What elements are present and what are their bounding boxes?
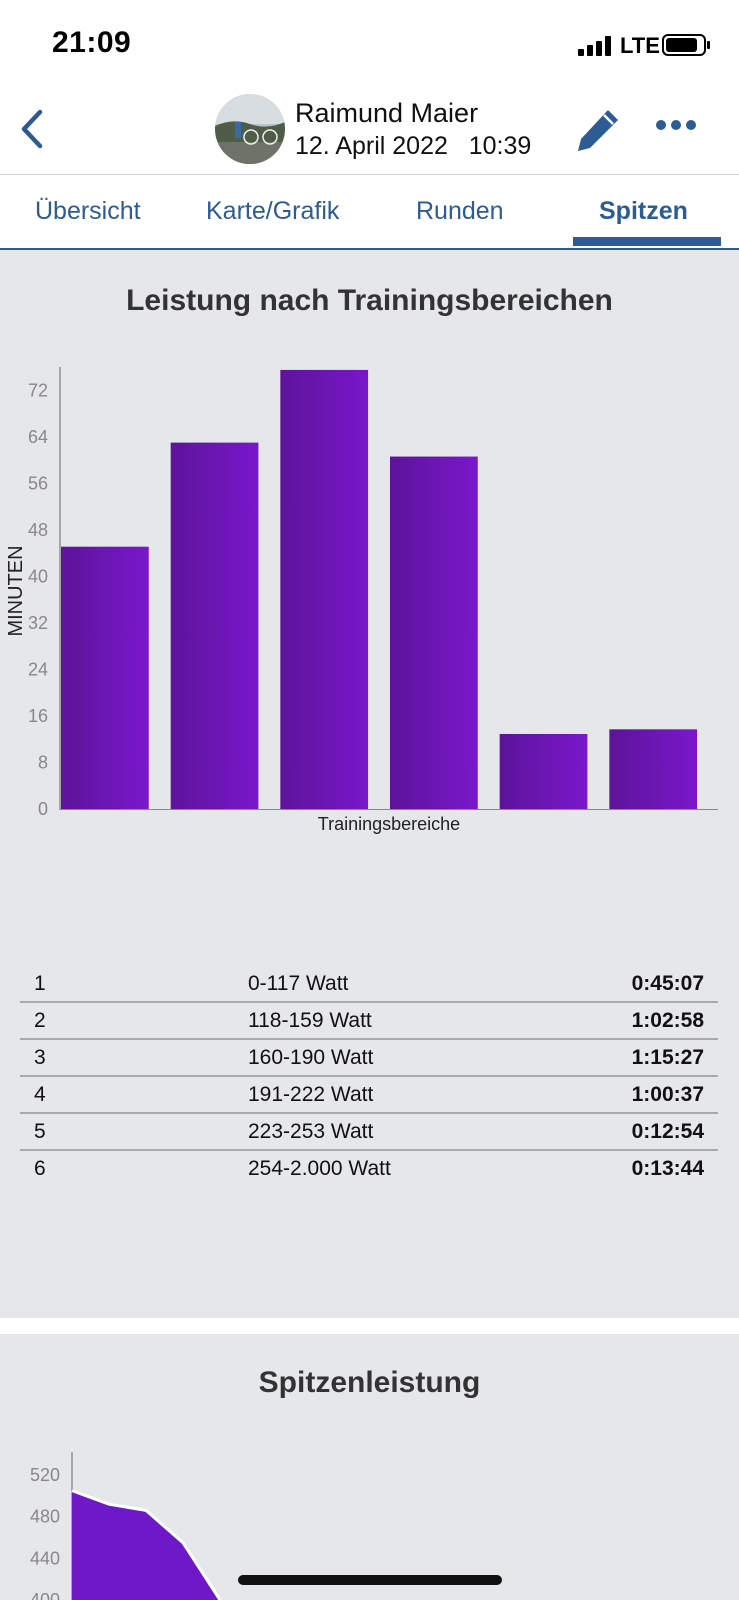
- zones-bar-chart: 0 8 16 24 32 40 48 56 64 72 MINUTEN Trainingsbere…: [5, 367, 718, 834]
- zone-range: 223-253 Watt: [248, 1120, 374, 1143]
- zone-number: 4: [34, 1083, 46, 1106]
- athlete-name: Raimund Maier: [295, 98, 479, 128]
- tab-spitzen[interactable]: Spitzen: [599, 197, 688, 225]
- y-tick-label: 440: [30, 1548, 60, 1568]
- zone-row: 2 118-159 Watt 1:02:58: [20, 1003, 718, 1040]
- y-tick-label: 64: [28, 427, 48, 447]
- y-tick-label: 520: [30, 1465, 60, 1485]
- y-tick-label: 480: [30, 1507, 60, 1527]
- zone-duration: 0:45:07: [631, 972, 704, 995]
- active-tab-indicator: [573, 237, 721, 246]
- zone-row: 5 223-253 Watt 0:12:54: [20, 1114, 718, 1151]
- zones-table: 1 0-117 Watt 0:45:07 2 118-159 Watt 1:02…: [20, 966, 718, 1186]
- y-tick-label: 400: [30, 1590, 60, 1600]
- peak-power-area-chart: 400 440 480 520: [30, 1452, 222, 1600]
- y-tick-label: 32: [28, 613, 48, 633]
- zone-number: 5: [34, 1120, 46, 1143]
- zone-bar-1: [61, 546, 149, 809]
- zone-number: 6: [34, 1157, 46, 1180]
- activity-header: Raimund Maier 12. April 2022 10:39: [0, 90, 739, 175]
- section-divider: [0, 1318, 739, 1334]
- network-type: LTE: [620, 33, 660, 58]
- y-tick-label: 16: [28, 706, 48, 726]
- status-time: 21:09: [52, 26, 132, 59]
- zone-range: 0-117 Watt: [248, 972, 349, 995]
- zone-number: 2: [34, 1009, 46, 1032]
- zone-number: 3: [34, 1046, 46, 1069]
- y-tick-label: 56: [28, 473, 48, 493]
- activity-date: 12. April 2022: [295, 132, 448, 160]
- zone-number: 1: [34, 972, 46, 995]
- zone-range: 118-159 Watt: [248, 1009, 372, 1032]
- zone-range: 254-2.000 Watt: [248, 1157, 391, 1180]
- cellular-signal-icon: [578, 36, 611, 56]
- y-axis-label: MINUTEN: [5, 545, 27, 636]
- zone-bar-6: [609, 729, 698, 809]
- peak-power-title: Spitzenleistung: [258, 1366, 481, 1399]
- pencil-icon[interactable]: [574, 106, 622, 154]
- y-tick-label: 40: [28, 566, 48, 586]
- activity-time: 10:39: [468, 132, 532, 160]
- zone-bar-4: [390, 456, 478, 809]
- zone-range: 191-222 Watt: [248, 1083, 374, 1106]
- zone-range: 160-190 Watt: [248, 1046, 374, 1069]
- zone-duration: 1:00:37: [631, 1083, 704, 1106]
- x-axis-label: Trainingsbereiche: [318, 814, 460, 834]
- zone-row: 3 160-190 Watt 1:15:27: [20, 1040, 718, 1077]
- tab-karte-grafik[interactable]: Karte/Grafik: [206, 197, 340, 225]
- y-tick-label: 8: [38, 752, 48, 772]
- avatar[interactable]: [215, 94, 285, 164]
- home-indicator: [238, 1575, 502, 1585]
- tab-bar: Übersicht Karte/Grafik Runden Spitzen: [0, 175, 739, 250]
- tab-runden[interactable]: Runden: [416, 197, 504, 225]
- chevron-left-icon[interactable]: [14, 104, 54, 154]
- zone-bar-3: [280, 369, 369, 809]
- zone-row: 1 0-117 Watt 0:45:07: [20, 966, 718, 1003]
- zone-row: 4 191-222 Watt 1:00:37: [20, 1077, 718, 1114]
- y-tick-label: 0: [38, 799, 48, 819]
- y-tick-label: 72: [28, 380, 48, 400]
- tab-uebersicht[interactable]: Übersicht: [35, 197, 141, 225]
- zone-duration: 0:12:54: [631, 1120, 704, 1143]
- zone-duration: 0:13:44: [631, 1157, 704, 1180]
- zone-bar-2: [170, 442, 259, 809]
- zone-duration: 1:15:27: [631, 1046, 704, 1069]
- peak-power-area: [72, 1490, 220, 1600]
- zone-row: 6 254-2.000 Watt 0:13:44: [20, 1151, 718, 1186]
- ellipsis-icon[interactable]: [655, 118, 697, 132]
- zone-bar-5: [499, 733, 588, 809]
- y-tick-label: 24: [28, 659, 48, 679]
- peak-power-line: [71, 1489, 222, 1600]
- battery-icon: [662, 34, 710, 56]
- y-tick-label: 48: [28, 520, 48, 540]
- zones-chart-title: Leistung nach Trainingsbereichen: [126, 284, 613, 317]
- activity-datetime: 12. April 2022 10:39: [295, 132, 531, 161]
- status-bar: 21:09 LTE: [0, 0, 739, 90]
- zone-duration: 1:02:58: [631, 1009, 704, 1032]
